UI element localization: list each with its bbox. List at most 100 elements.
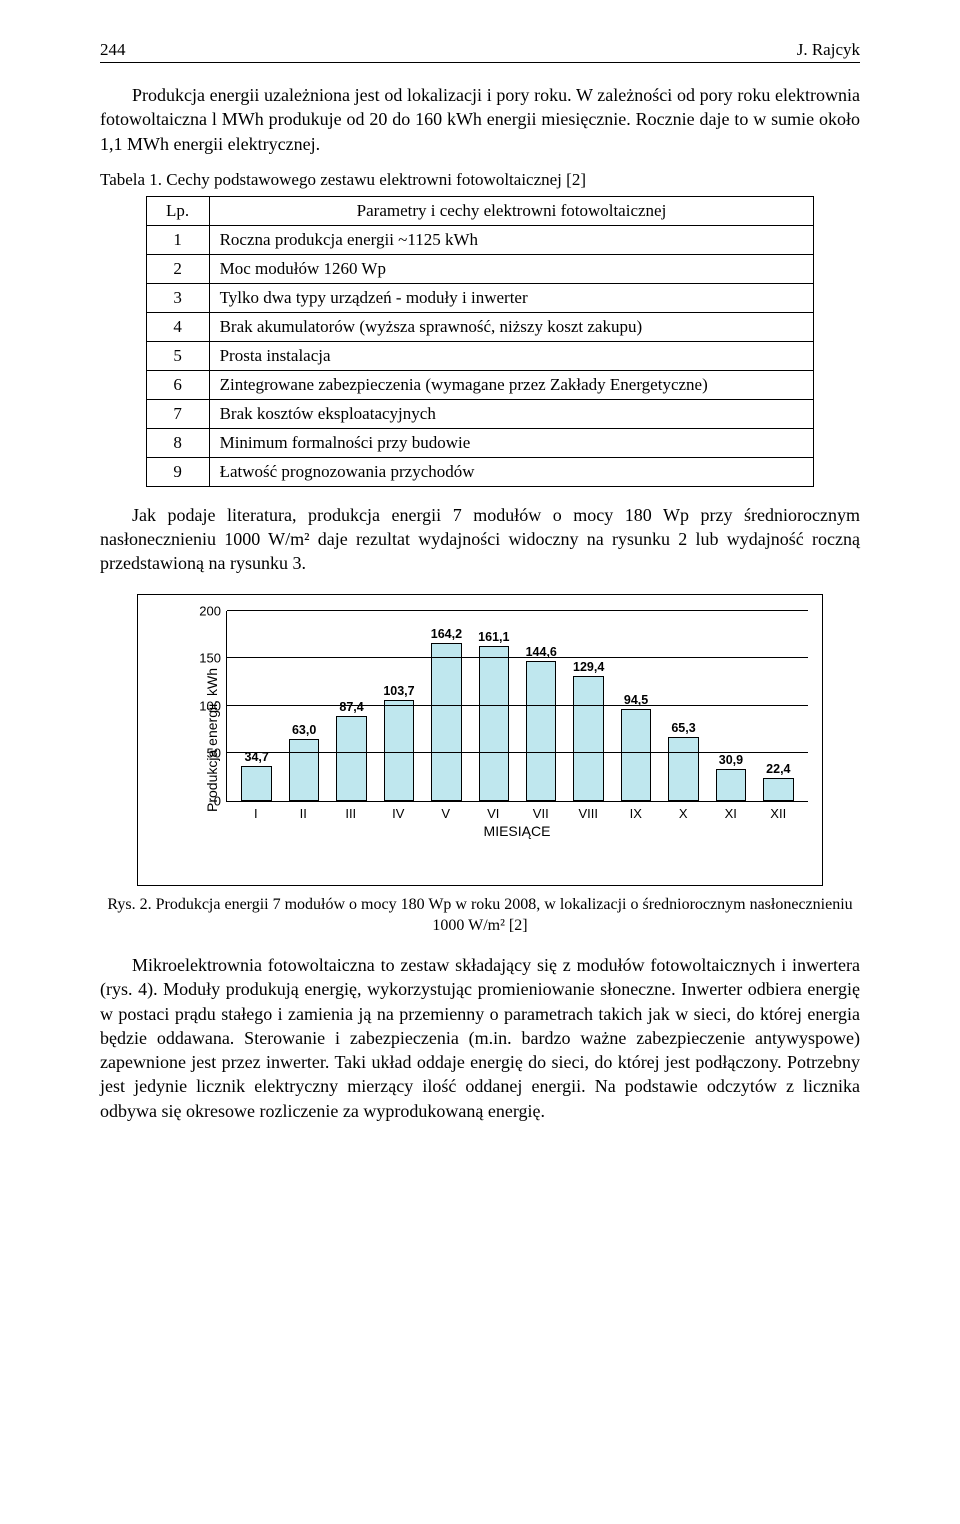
- table-row: 2Moc modułów 1260 Wp: [146, 254, 814, 283]
- y-tick-label: 50: [207, 747, 227, 760]
- bar-wrap: 63,0: [280, 723, 327, 801]
- bar-wrap: 22,4: [755, 762, 802, 801]
- x-tick-label: XII: [755, 806, 803, 821]
- row-number: 7: [146, 399, 209, 428]
- gridline: [227, 705, 808, 706]
- gridline: [227, 752, 808, 753]
- bar: [763, 778, 793, 801]
- y-tick-label: 100: [199, 699, 227, 712]
- row-text: Prosta instalacja: [209, 341, 814, 370]
- x-tick-label: IV: [375, 806, 423, 821]
- row-number: 9: [146, 457, 209, 486]
- bar: [668, 737, 698, 801]
- paragraph-3: Mikroelektrownia fotowoltaiczna to zesta…: [100, 953, 860, 1123]
- x-tick-label: V: [422, 806, 470, 821]
- table-row: 9Łatwość prognozowania przychodów: [146, 457, 814, 486]
- y-tick-label: 150: [199, 652, 227, 665]
- bar-value-label: 129,4: [573, 660, 604, 674]
- bar: [479, 646, 509, 801]
- bar-chart: Produkcja energii, kWh 34,7 63,0 87,4 103,7…: [137, 594, 823, 886]
- bar-wrap: 144,6: [518, 645, 565, 800]
- header-author: J. Rajcyk: [797, 40, 860, 60]
- bar-value-label: 22,4: [766, 762, 790, 776]
- x-tick-label: I: [232, 806, 280, 821]
- running-header: 244 J. Rajcyk: [100, 40, 860, 63]
- bar: [336, 716, 366, 801]
- gridline: [227, 657, 808, 658]
- table-row: 3Tylko dwa typy urządzeń - moduły i inwe…: [146, 283, 814, 312]
- x-tick-label: XI: [707, 806, 755, 821]
- x-tick-label: IX: [612, 806, 660, 821]
- x-tick-label: VII: [517, 806, 565, 821]
- x-tick-label: VIII: [565, 806, 613, 821]
- row-text: Roczna produkcja energii ~1125 kWh: [209, 225, 814, 254]
- row-text: Brak akumulatorów (wyższa sprawność, niż…: [209, 312, 814, 341]
- bar-wrap: 94,5: [612, 693, 659, 801]
- x-tick-label: VI: [470, 806, 518, 821]
- bar-value-label: 161,1: [478, 630, 509, 644]
- bar-wrap: 34,7: [233, 750, 280, 801]
- table-row: 7Brak kosztów eksploatacyjnych: [146, 399, 814, 428]
- chart-ylabel: Produkcja energii, kWh: [204, 668, 220, 812]
- page-number: 244: [100, 40, 126, 60]
- table-header-row: Lp. Parametry i cechy elektrowni fotowol…: [146, 196, 814, 225]
- row-text: Tylko dwa typy urządzeń - moduły i inwer…: [209, 283, 814, 312]
- row-number: 6: [146, 370, 209, 399]
- figure-caption: Rys. 2. Produkcja energii 7 modułów o mo…: [100, 894, 860, 937]
- bar-value-label: 164,2: [431, 627, 462, 641]
- bar-value-label: 30,9: [719, 753, 743, 767]
- row-number: 3: [146, 283, 209, 312]
- bar: [431, 643, 461, 801]
- bar: [526, 661, 556, 800]
- bar-wrap: 103,7: [375, 684, 422, 801]
- bar-wrap: 161,1: [470, 630, 517, 801]
- th-lp: Lp.: [146, 196, 209, 225]
- paragraph-2: Jak podaje literatura, produkcja energii…: [100, 503, 860, 576]
- x-tick-label: X: [660, 806, 708, 821]
- chart-bars-container: 34,7 63,0 87,4 103,7 164,2 161,1 144,6 129,4 94,…: [227, 611, 808, 801]
- row-number: 4: [146, 312, 209, 341]
- row-text: Zintegrowane zabezpieczenia (wymagane pr…: [209, 370, 814, 399]
- bar: [384, 700, 414, 801]
- bar-value-label: 87,4: [339, 700, 363, 714]
- row-number: 8: [146, 428, 209, 457]
- bar-value-label: 65,3: [671, 721, 695, 735]
- bar: [573, 676, 603, 801]
- bar-wrap: 129,4: [565, 660, 612, 801]
- row-number: 2: [146, 254, 209, 283]
- table-row: 4Brak akumulatorów (wyższa sprawność, ni…: [146, 312, 814, 341]
- paragraph-1: Produkcja energii uzależniona jest od lo…: [100, 83, 860, 156]
- bar: [716, 769, 746, 800]
- table-row: 8Minimum formalności przy budowie: [146, 428, 814, 457]
- row-text: Minimum formalności przy budowie: [209, 428, 814, 457]
- bar: [289, 739, 319, 801]
- bar-value-label: 103,7: [383, 684, 414, 698]
- bar: [621, 709, 651, 801]
- y-tick-label: 200: [199, 604, 227, 617]
- bar-wrap: 30,9: [707, 753, 754, 800]
- x-tick-label: III: [327, 806, 375, 821]
- row-text: Brak kosztów eksploatacyjnych: [209, 399, 814, 428]
- chart-x-axis: IIIIIIIVVVIVIIVIIIIXXXIXII: [198, 802, 808, 821]
- bar: [241, 766, 271, 801]
- gridline: [227, 610, 808, 611]
- table-row: 6Zintegrowane zabezpieczenia (wymagane p…: [146, 370, 814, 399]
- page: 244 J. Rajcyk Produkcja energii uzależni…: [0, 0, 960, 1177]
- th-params: Parametry i cechy elektrowni fotowoltaic…: [209, 196, 814, 225]
- bar-wrap: 87,4: [328, 700, 375, 801]
- table-row: 5Prosta instalacja: [146, 341, 814, 370]
- bar-value-label: 63,0: [292, 723, 316, 737]
- chart-xlabel: MIESIĄCE: [198, 823, 808, 839]
- row-number: 5: [146, 341, 209, 370]
- table-row: 1Roczna produkcja energii ~1125 kWh: [146, 225, 814, 254]
- bar-wrap: 164,2: [423, 627, 470, 801]
- chart-plot-area: 34,7 63,0 87,4 103,7 164,2 161,1 144,6 129,4 94,…: [226, 611, 808, 802]
- specs-table: Lp. Parametry i cechy elektrowni fotowol…: [146, 196, 815, 487]
- table-caption: Tabela 1. Cechy podstawowego zestawu ele…: [100, 170, 860, 190]
- x-tick-label: II: [280, 806, 328, 821]
- y-tick-label: 0: [214, 794, 227, 807]
- row-text: Łatwość prognozowania przychodów: [209, 457, 814, 486]
- bar-wrap: 65,3: [660, 721, 707, 801]
- row-number: 1: [146, 225, 209, 254]
- row-text: Moc modułów 1260 Wp: [209, 254, 814, 283]
